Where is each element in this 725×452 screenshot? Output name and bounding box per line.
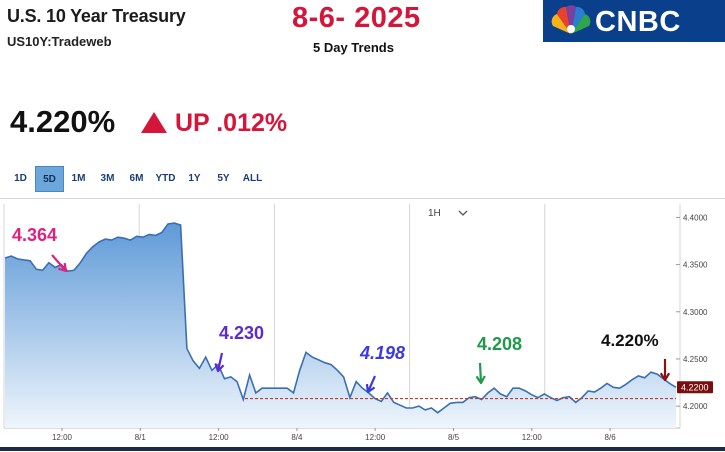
annotation: 4.208	[475, 334, 522, 385]
range-tab-1y[interactable]: 1Y	[188, 173, 201, 184]
x-tick-label: 8/6	[605, 433, 617, 442]
annotation-arrow-shaft	[216, 352, 224, 372]
up-triangle-icon	[141, 112, 167, 133]
chart-panel	[0, 198, 725, 452]
annotation-label: 4.364	[12, 225, 57, 245]
cnbc-logo: CNBC	[543, 0, 725, 42]
range-tabs: 1D 5D 1M 3M 6M YTD 1Y 5Y ALL	[6, 166, 267, 192]
annotation-arrow-head	[659, 372, 671, 382]
x-axis: 12:00 8/1 12:00 8/4 12:00 8/5 12:00 8/6	[52, 428, 616, 442]
y-tick-label: 4.2500	[683, 355, 708, 364]
y-tick-label: 4.3500	[683, 261, 708, 270]
range-tab-3m[interactable]: 3M	[100, 173, 115, 184]
bottom-bar	[0, 447, 725, 451]
range-tab-5d[interactable]: 5D	[35, 166, 64, 192]
annotation-label: 4.220%	[601, 331, 659, 350]
x-tick-label: 12:00	[209, 433, 230, 442]
annotation-label: 4.198	[359, 343, 405, 363]
y-tick-label: 4.3000	[683, 308, 708, 317]
date-heading: 8-6- 2025	[292, 2, 421, 34]
annotation-arrow-head	[58, 262, 68, 273]
range-tab-ytd[interactable]: YTD	[155, 173, 176, 184]
annotation: 4.198	[359, 343, 405, 394]
annotation-label: 4.230	[219, 323, 264, 343]
x-tick-label: 12:00	[522, 433, 543, 442]
range-tab-1m[interactable]: 1M	[71, 173, 86, 184]
annotations: 4.364 4.230 4.198 4.208 4.220%	[12, 225, 671, 394]
range-tab-5y[interactable]: 5Y	[217, 173, 230, 184]
x-tick-label: 12:00	[365, 433, 386, 442]
annotation-arrow-shaft	[366, 375, 377, 393]
annotation-arrow-shaft	[478, 362, 483, 384]
y-axis: 4.2000 4.2500 4.3000 4.3500 4.4000	[676, 213, 708, 411]
x-tick-label: 12:00	[52, 433, 73, 442]
annotation-arrow-shaft	[51, 254, 67, 272]
annotation-arrow-head	[365, 383, 376, 394]
chevron-down-icon	[458, 210, 468, 217]
x-tick-label: 8/1	[135, 433, 147, 442]
logo-text: CNBC	[595, 6, 681, 38]
last-value-label: 4.2200	[681, 382, 709, 392]
x-tick-label: 8/4	[291, 433, 303, 442]
series-line	[4, 222, 677, 414]
y-tick-label: 4.2000	[683, 402, 708, 411]
last-value-marker: 4.2200	[677, 381, 713, 394]
annotation-label: 4.208	[477, 334, 522, 354]
range-tab-all[interactable]: ALL	[242, 173, 263, 184]
last-price: 4.220%	[10, 104, 116, 139]
subtitle: 5 Day Trends	[313, 40, 394, 55]
range-tab-1d[interactable]: 1D	[14, 173, 27, 184]
price-change: UP .012%	[175, 109, 288, 137]
y-tick-label: 4.4000	[683, 213, 708, 222]
instrument-title: U.S. 10 Year Treasury	[7, 6, 186, 26]
interval-label: 1H	[428, 208, 441, 219]
series-area	[5, 223, 676, 428]
range-tab-6m[interactable]: 6M	[129, 173, 144, 184]
interval-selector[interactable]: 1H	[428, 208, 468, 219]
peacock-icon	[551, 5, 591, 34]
annotation: 4.364	[12, 225, 68, 273]
annotation-arrow-head	[475, 375, 486, 385]
x-tick-label: 8/5	[448, 433, 460, 442]
instrument-symbol: US10Y:Tradeweb	[7, 34, 112, 49]
annotation-arrow-head	[214, 363, 225, 373]
annotation: 4.230	[214, 323, 264, 373]
annotation: 4.220%	[601, 331, 671, 382]
